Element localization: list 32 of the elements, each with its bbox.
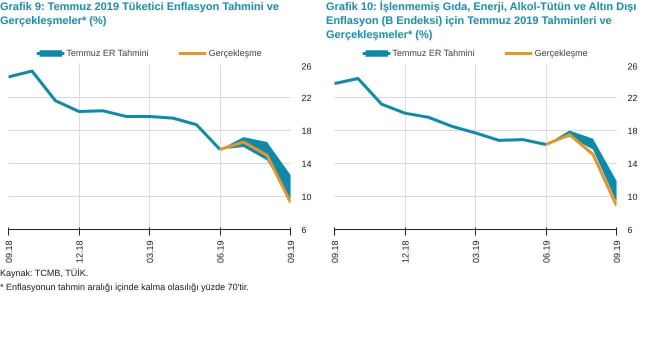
- x-tick-label: 12.18: [400, 240, 410, 264]
- y-tick-label: 6: [302, 225, 307, 235]
- x-tick-label: 09.18: [4, 240, 14, 264]
- y-tick-label: 6: [628, 225, 633, 235]
- x-tick-label: 03.19: [471, 240, 481, 264]
- y-tick-label: 18: [628, 126, 638, 136]
- legend-label: Gerçekleşme: [208, 48, 262, 58]
- x-tick-label: 09.18: [330, 240, 340, 264]
- legend-label: Temmuz ER Tahmini: [66, 48, 149, 58]
- y-tick-label: 26: [302, 62, 312, 72]
- legend-label: Temmuz ER Tahmini: [392, 48, 475, 58]
- y-tick-label: 26: [628, 62, 638, 72]
- chart-title: Grafik 10: İşlenmemiş Gıda, Enerji, Alkol-Tütün ve Altın Dışı Enflasyon (B Endeksi) için Temmuz 2019 Tahminleri ve Gerçekleşmeler* (%): [326, 0, 638, 42]
- x-tick-label: 12.18: [74, 240, 84, 264]
- x-tick-label: 06.19: [542, 240, 552, 264]
- legend-label: Gerçekleşme: [534, 48, 588, 58]
- y-tick-label: 10: [628, 192, 638, 202]
- line-series: [334, 77, 548, 146]
- y-tick-label: 10: [302, 192, 312, 202]
- x-tick-label: 03.19: [145, 240, 155, 264]
- y-tick-label: 14: [628, 159, 638, 169]
- line-series: [8, 70, 222, 151]
- x-tick-label: 06.19: [216, 240, 226, 264]
- y-tick-label: 14: [302, 159, 312, 169]
- x-tick-label: 09.19: [612, 240, 622, 264]
- y-tick-label: 22: [302, 93, 312, 103]
- x-tick-label: 09.19: [286, 240, 296, 264]
- text: Kaynak: TCMB, TÜİK.: [0, 268, 88, 278]
- y-tick-label: 18: [302, 126, 312, 136]
- y-tick-label: 22: [628, 93, 638, 103]
- chart-title: Grafik 9: Temmuz 2019 Tüketici Enflasyon Tahmini ve Gerçekleşmeler* (%): [0, 0, 280, 28]
- text: * Enflasyonun tahmin aralığı içinde kalma olasılığı yüzde 70'tir.: [0, 282, 249, 292]
